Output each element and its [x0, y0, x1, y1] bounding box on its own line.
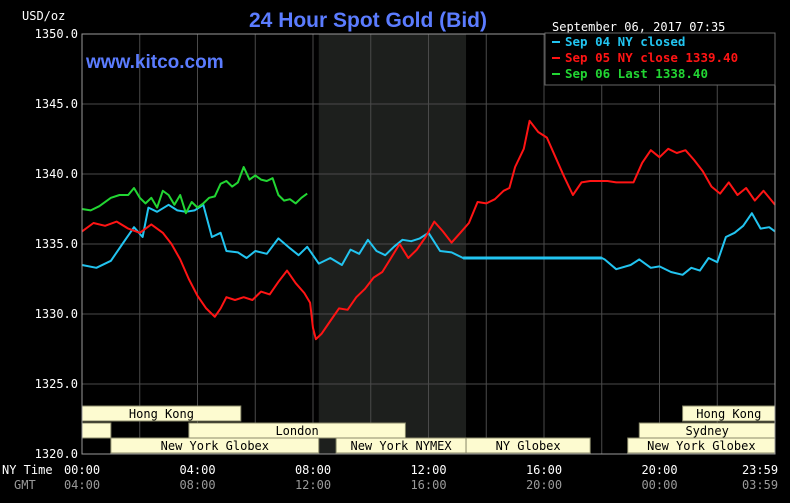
x-axis-label-gmt: GMT — [14, 478, 36, 492]
session-label: Sydney — [685, 424, 728, 438]
y-tick-label: 1340.0 — [35, 167, 78, 181]
grid — [82, 34, 775, 454]
x-tick-label-ny: 16:00 — [526, 463, 562, 477]
legend-entry: Sep 06 Last 1338.40 — [565, 66, 708, 81]
x-tick-label-gmt: 03:59 — [742, 478, 778, 492]
brand-watermark: www.kitco.com — [85, 52, 224, 73]
legend-box — [544, 32, 776, 86]
x-tick-label-gmt: 20:00 — [526, 478, 562, 492]
y-tick-labels: 1320.0 1325.0 1330.0 1335.0 1340.0 1345.0 1350… — [35, 27, 78, 461]
x-tick-label-gmt: 00:00 — [641, 478, 677, 492]
x-tick-label-ny: 20:00 — [641, 463, 677, 477]
session-label: NY Globex — [496, 439, 561, 453]
session-bar — [81, 422, 112, 439]
session-bar — [465, 437, 591, 454]
x-tick-label-gmt: 12:00 — [295, 478, 331, 492]
y-tick-label: 1320.0 — [35, 447, 78, 461]
chart-title: 24 Hour Spot Gold (Bid) — [249, 9, 487, 32]
y-tick-label: 1335.0 — [35, 237, 78, 251]
session-label: Hong Kong — [696, 407, 761, 421]
series-line — [81, 203, 776, 276]
series-lines — [81, 119, 776, 341]
y-tick-label: 1330.0 — [35, 307, 78, 321]
series-line — [81, 119, 776, 341]
y-tick-label: 1325.0 — [35, 377, 78, 391]
session-label: New York Globex — [161, 439, 269, 453]
x-tick-label-ny: 23:59 — [742, 463, 778, 477]
series-line — [81, 166, 308, 215]
x-tick-label-ny: 04:00 — [179, 463, 215, 477]
x-tick-label-ny: 00:00 — [64, 463, 100, 477]
y-axis-label: USD/oz — [22, 9, 65, 23]
session-bar — [110, 437, 320, 454]
y-tick-label: 1350.0 — [35, 27, 78, 41]
timestamp: September 06, 2017 07:35 — [552, 20, 725, 34]
legend-entry: Sep 04 NY closed — [565, 34, 685, 49]
session-label: Hong Kong — [129, 407, 194, 421]
session-label: New York Globex — [647, 439, 755, 453]
x-tick-label-gmt: 08:00 — [179, 478, 215, 492]
x-tick-label-ny: 12:00 — [410, 463, 446, 477]
plot-frame — [81, 33, 776, 455]
y-tick-label: 1345.0 — [35, 97, 78, 111]
session-label: London — [275, 424, 318, 438]
x-tick-label-ny: 08:00 — [295, 463, 331, 477]
x-tick-label-gmt: 04:00 — [64, 478, 100, 492]
legend-entry: Sep 05 NY close 1339.40 — [565, 50, 738, 65]
x-axis-label-ny: NY Time — [2, 463, 53, 477]
trading-sessions: Hong Kong London New York Globex New York N… — [81, 405, 776, 454]
x-tick-label-gmt: 16:00 — [410, 478, 446, 492]
session-label: New York NYMEX — [350, 439, 452, 453]
x-tick-labels: 00:0004:0004:0008:0008:0012:0012:0016:00… — [64, 463, 778, 492]
